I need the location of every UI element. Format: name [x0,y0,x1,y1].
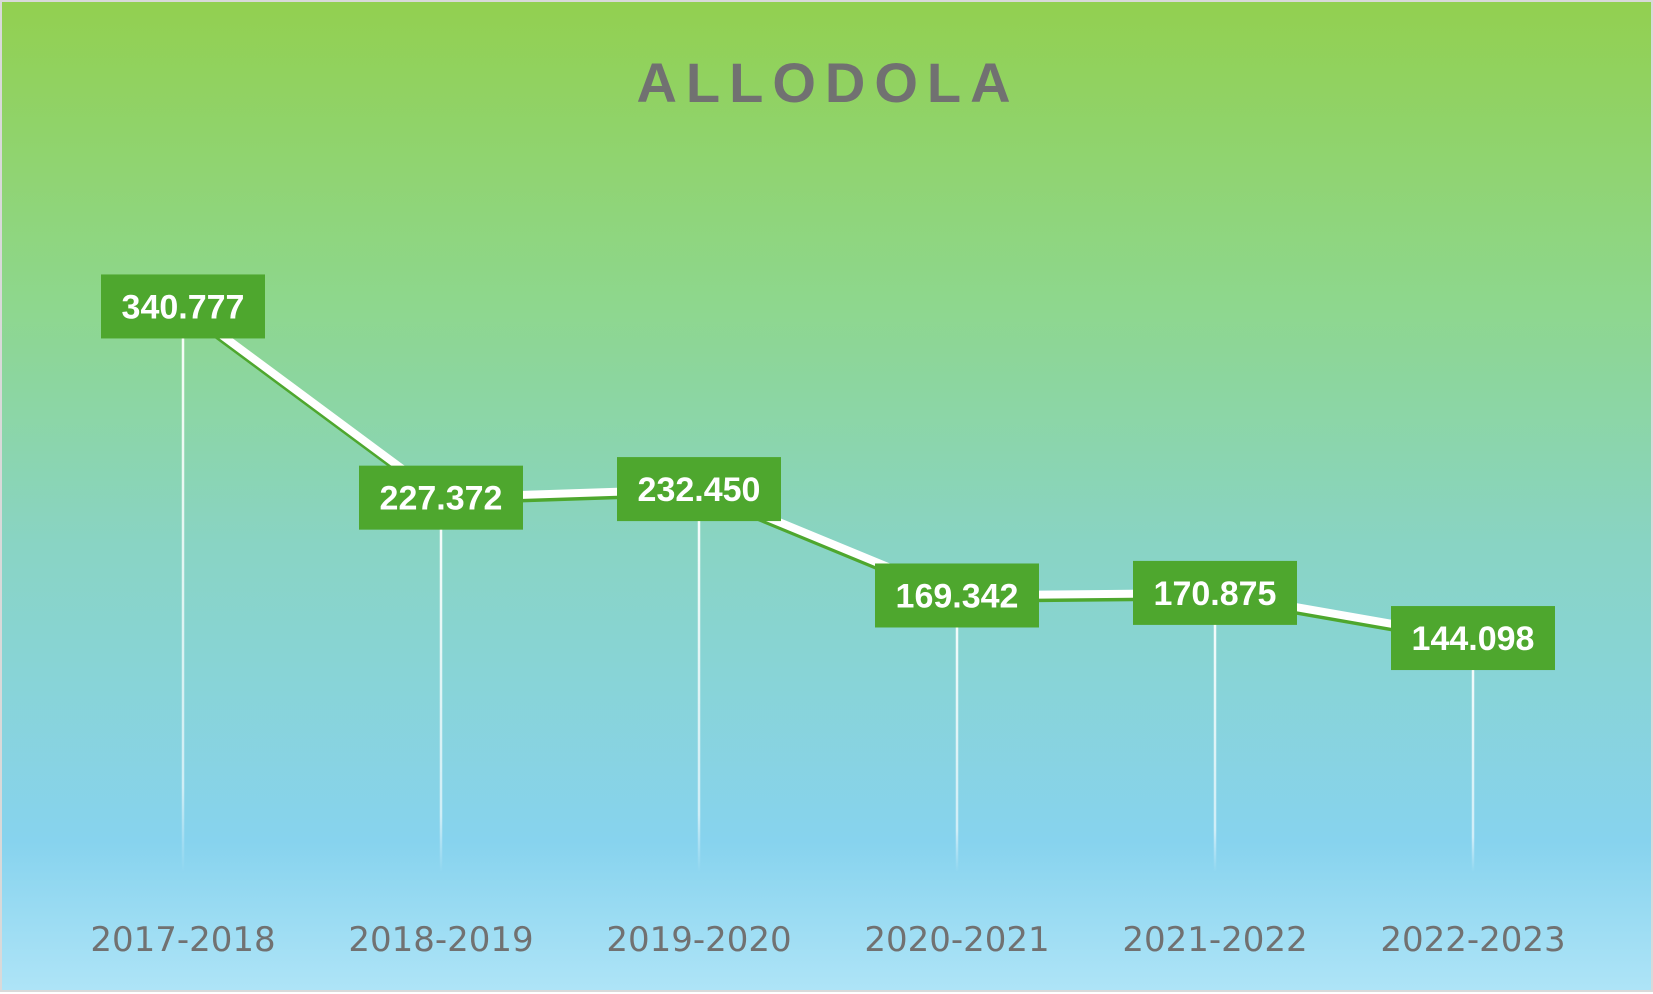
x-tick-label: 2022-2023 [1380,920,1565,960]
data-label-value: 232.450 [638,471,761,509]
x-tick-label: 2020-2021 [864,920,1049,960]
x-tick-label: 2019-2020 [606,920,791,960]
x-tick-label: 2018-2019 [348,920,533,960]
data-label-2020-2021: 169.342 [875,563,1039,627]
data-label-value: 144.098 [1412,620,1535,658]
data-label-2021-2022: 170.875 [1133,561,1297,625]
data-label-value: 227.372 [380,480,503,518]
x-tick-label: 2021-2022 [1122,920,1307,960]
data-label-value: 169.342 [896,577,1019,615]
data-label-value: 340.777 [122,288,245,326]
data-label-2018-2019: 227.372 [359,466,523,530]
data-label-2017-2018: 340.777 [101,274,265,338]
data-label-2019-2020: 232.450 [617,457,781,521]
x-tick-label: 2017-2018 [90,920,275,960]
x-axis-tick-labels: 2017-2018 2018-2019 2019-2020 2020-2021 2021… [90,920,1565,960]
data-label-2022-2023: 144.098 [1391,606,1555,670]
chart-title: ALLODOLA [636,51,1019,114]
data-label-value: 170.875 [1154,575,1277,613]
